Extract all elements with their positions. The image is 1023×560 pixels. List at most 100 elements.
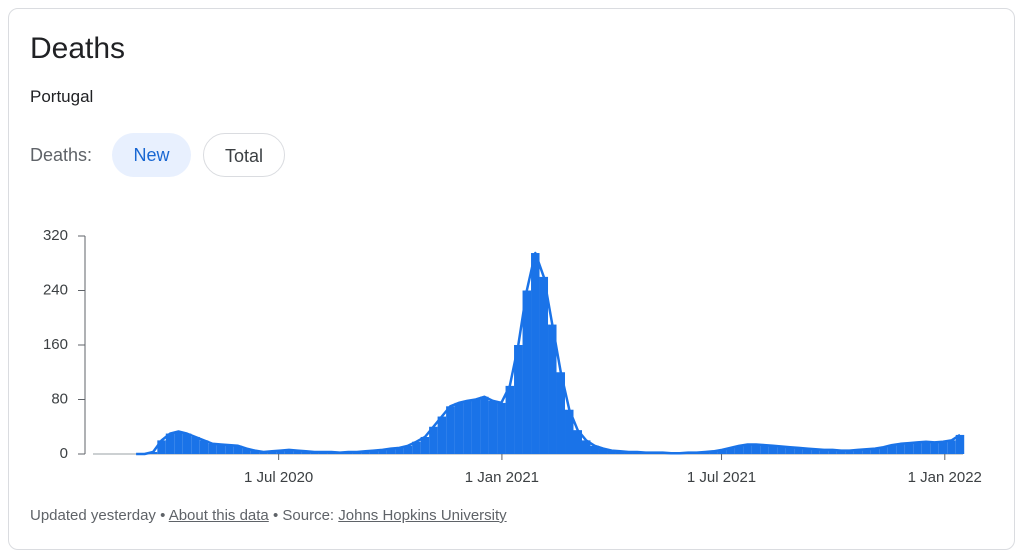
x-tick-label: 1 Jul 2021 (687, 469, 756, 486)
x-tick-label: 1 Jan 2022 (908, 469, 982, 486)
bar (208, 443, 217, 454)
bar (785, 447, 795, 454)
bar (904, 443, 914, 454)
y-tick-label: 0 (60, 445, 68, 462)
updated: Updated yesterday (30, 507, 156, 524)
bar (497, 402, 506, 454)
bar (293, 450, 302, 454)
bar (505, 385, 515, 454)
bar (913, 442, 922, 454)
bar (930, 442, 939, 454)
separator: • (160, 507, 166, 524)
bar (947, 440, 956, 454)
bar (386, 448, 396, 454)
bar (403, 445, 413, 454)
bar (726, 447, 735, 454)
bar (157, 440, 166, 454)
toggle-total[interactable]: Total (203, 133, 285, 177)
toggle-new[interactable]: New (112, 133, 191, 177)
bar (548, 324, 557, 454)
bar (420, 436, 430, 454)
bar (598, 448, 608, 454)
bar (488, 400, 498, 454)
bar (845, 450, 854, 454)
card (8, 8, 1015, 550)
bar (463, 400, 472, 454)
bar (471, 399, 481, 454)
bar (514, 345, 523, 454)
bar (862, 449, 871, 454)
separator: • (272, 507, 279, 524)
bar (216, 444, 226, 454)
bar (743, 444, 752, 454)
bar (454, 402, 464, 454)
bar (768, 445, 778, 454)
about-link[interactable]: About this data (168, 507, 269, 524)
footer: Updated yesterday • About this data • So… (30, 507, 507, 524)
source-link[interactable]: Johns Hopkins University (338, 507, 507, 524)
bar (709, 451, 718, 454)
bar (395, 447, 404, 454)
bar (480, 396, 489, 454)
bar (828, 449, 837, 454)
chart: 0 80 160 240 320 1 Jul 2020 1 Jan 2021 1 Jul 20… (43, 227, 982, 486)
x-tick-label: 1 Jan 2021 (465, 469, 539, 486)
bar (191, 436, 200, 454)
bar (794, 447, 803, 454)
bar (412, 441, 421, 454)
bar (938, 441, 948, 454)
bar (590, 445, 599, 454)
y-tick-label: 160 (43, 336, 68, 353)
bar (301, 451, 311, 454)
bar (250, 450, 260, 454)
bar (819, 449, 829, 454)
bar (921, 441, 931, 454)
bar (174, 431, 183, 454)
bar (361, 451, 370, 454)
bar (573, 430, 582, 454)
x-tick-label: 1 Jul 2020 (244, 469, 313, 486)
bar (955, 434, 965, 454)
bar (284, 449, 294, 454)
bar (276, 450, 285, 454)
bar (522, 290, 532, 454)
bar (836, 450, 846, 454)
bar (615, 451, 625, 454)
bar (565, 409, 574, 454)
y-tick-label: 80 (51, 390, 68, 407)
bar (607, 450, 616, 454)
bar (853, 449, 863, 454)
bar (531, 253, 540, 454)
bar (199, 440, 209, 454)
bar (182, 433, 192, 454)
bar (751, 444, 761, 454)
bar (539, 276, 549, 454)
bar (225, 445, 234, 454)
bar (802, 448, 812, 454)
bar (267, 451, 277, 454)
bar (165, 433, 175, 454)
source-label: Source: (282, 507, 335, 524)
bar (242, 448, 251, 454)
bar (777, 446, 786, 454)
bar (887, 445, 897, 454)
bar (446, 406, 455, 454)
bar (896, 443, 905, 454)
title: Deaths (30, 32, 126, 65)
trend-line (136, 251, 961, 456)
bar (437, 416, 447, 454)
bar (429, 426, 438, 454)
bar (378, 449, 387, 454)
bar (717, 449, 727, 454)
bar (811, 449, 820, 454)
bar (879, 447, 888, 454)
toggle-label: Deaths: (30, 145, 93, 165)
subtitle: Portugal (30, 87, 94, 106)
y-tick-label: 320 (43, 227, 68, 244)
bar (556, 372, 566, 454)
bar (870, 448, 880, 454)
bar (233, 445, 243, 454)
bar (581, 440, 591, 454)
bar (369, 450, 379, 454)
